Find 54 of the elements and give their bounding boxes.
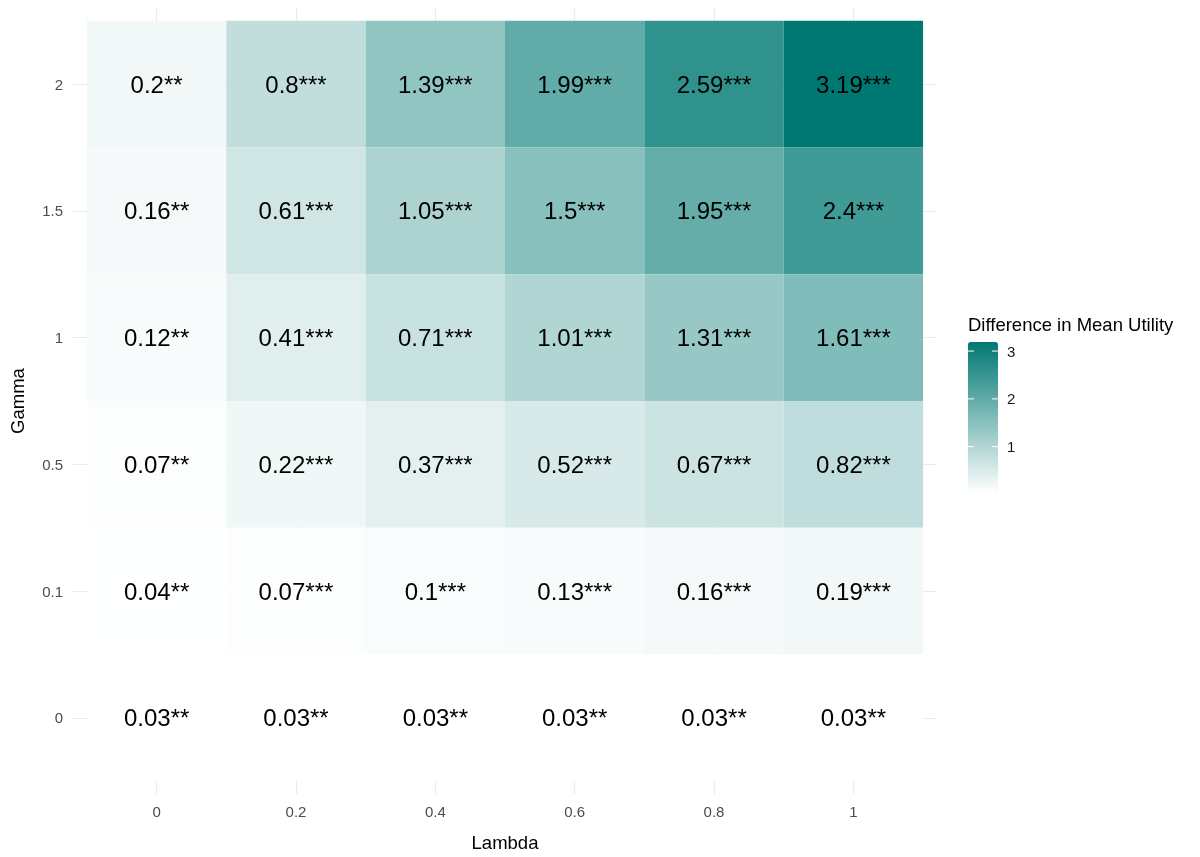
data-label: 0.12** [123, 324, 190, 352]
y-axis-title: Gamma [7, 367, 28, 434]
data-label: 1.61*** [816, 324, 891, 352]
x-axis-title: Lambda [471, 832, 540, 853]
data-label: 0.03** [402, 704, 469, 732]
x-tick-label: 0.6 [564, 803, 586, 820]
data-label: 0.37*** [397, 450, 473, 478]
data-label: 0.03** [681, 704, 747, 732]
data-label: 0.04** [123, 577, 190, 605]
color-bar-label: 3 [1007, 342, 1016, 360]
data-label: 1.05*** [397, 197, 473, 225]
x-tick-label: 0.2 [285, 803, 307, 820]
data-label: 0.16*** [676, 577, 752, 605]
data-label: 1.5*** [543, 197, 606, 225]
y-tick-label: 2 [54, 75, 63, 93]
y-tick-label: 1 [54, 329, 63, 347]
data-label: 1.99*** [537, 70, 613, 98]
data-label: 1.01*** [537, 324, 613, 352]
y-tick-label: 0.1 [42, 582, 63, 600]
data-label: 0.52*** [537, 450, 613, 478]
x-tick-label: 0.8 [703, 803, 725, 820]
color-bar-label: 2 [1007, 390, 1016, 408]
data-label: 0.41*** [258, 324, 334, 352]
x-tick-label: 0.4 [424, 803, 446, 820]
data-label: 0.19*** [816, 577, 891, 605]
data-label: 0.71*** [397, 324, 473, 352]
data-label: 0.03** [263, 704, 329, 732]
x-tick-label: 1 [849, 803, 858, 820]
data-label: 1.31*** [676, 324, 752, 352]
y-tick-label: 1.5 [42, 202, 63, 220]
data-label: 1.39*** [397, 70, 473, 98]
y-tick-label: 0.5 [42, 455, 63, 473]
data-label: 0.2** [130, 70, 183, 98]
data-label: 0.16** [123, 197, 190, 225]
data-label: 2.4*** [822, 197, 885, 225]
color-bar-title: Difference in Mean Utility [968, 314, 1175, 335]
data-label: 0.67*** [676, 450, 752, 478]
data-label: 0.8*** [265, 70, 327, 98]
data-label: 3.19*** [816, 70, 891, 98]
color-bar-label: 1 [1007, 438, 1016, 456]
data-label: 1.95*** [676, 197, 752, 225]
data-label: 0.61*** [258, 197, 334, 225]
data-label: 0.82*** [816, 450, 891, 478]
data-label: 2.59*** [676, 70, 752, 98]
y-tick-label: 0 [54, 709, 63, 727]
data-label: 0.07*** [258, 577, 334, 605]
data-label: 0.22*** [258, 450, 334, 478]
data-label: 0.03** [541, 704, 608, 732]
data-label: 0.07** [123, 450, 190, 478]
data-label: 0.13*** [537, 577, 613, 605]
x-tick-label: 0 [152, 803, 161, 820]
data-label: 0.03** [123, 704, 190, 732]
data-label: 0.03** [820, 704, 887, 732]
data-label: 0.1*** [404, 577, 467, 605]
